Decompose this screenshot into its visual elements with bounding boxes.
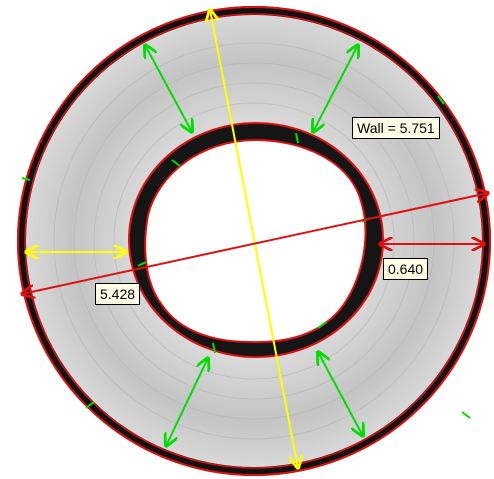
left-measurement-label: 5.428 [95,283,141,305]
right-measurement-label: 0.640 [383,258,429,280]
wall-measurement-label: Wall = 5.751 [352,117,440,139]
red-diameter-line [22,193,488,294]
wall-arrows [145,45,363,446]
